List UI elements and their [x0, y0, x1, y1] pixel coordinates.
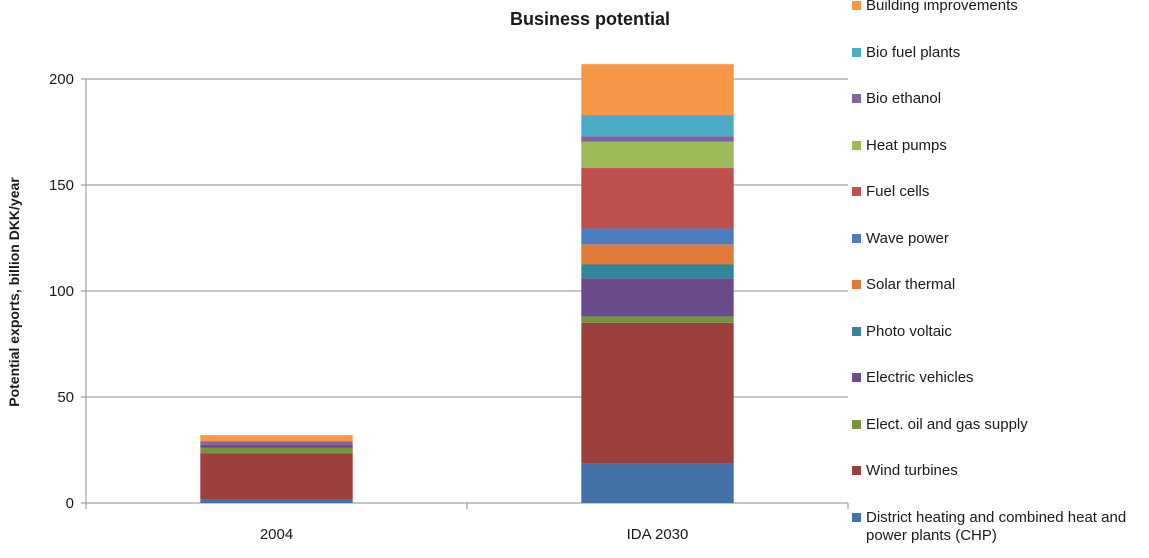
bar-segment	[581, 136, 734, 142]
y-tick-label: 50	[57, 389, 74, 406]
bar-segment	[581, 244, 734, 265]
legend-swatch	[852, 94, 861, 103]
bar-segment	[200, 453, 353, 500]
bar-segment	[581, 316, 734, 323]
bar-segment	[200, 441, 353, 445]
legend-label: District heating and combined heat and p…	[866, 508, 1127, 544]
legend-label: Wind turbines	[866, 462, 958, 479]
legend-item: Wind turbines	[852, 462, 1136, 480]
x-tick-label: 2004	[260, 526, 293, 543]
legend-label: Electric vehicles	[866, 369, 974, 386]
legend-swatch	[852, 512, 861, 522]
legend-swatch	[852, 373, 861, 382]
legend-swatch	[852, 187, 861, 196]
legend-item: Fuel cells	[852, 183, 1136, 201]
y-tick-label: 150	[49, 177, 74, 194]
legend-item: Wave power	[852, 230, 1136, 248]
legend-swatch	[852, 326, 861, 336]
x-tick-label: IDA 2030	[627, 526, 689, 543]
legend-item: Photo voltaic	[852, 323, 1136, 341]
legend-swatch	[852, 47, 861, 57]
bar-segment	[581, 463, 734, 503]
legend-item: Solar thermal	[852, 276, 1136, 294]
y-tick-label: 200	[49, 71, 74, 88]
chart-title: Business potential	[510, 9, 670, 29]
bar-segment	[200, 444, 353, 448]
bar-segment	[581, 264, 734, 279]
legend-swatch	[852, 140, 861, 150]
y-tick-label: 0	[66, 495, 74, 512]
bar-segment	[581, 168, 734, 229]
bar-segment	[200, 435, 353, 442]
legend-item: Electric vehicles	[852, 369, 1136, 387]
legend-item: Building improvements	[852, 0, 1136, 15]
legend-label: Bio fuel plants	[866, 43, 961, 61]
legend-item: Heat pumps	[852, 137, 1136, 155]
legend-swatch	[852, 233, 861, 243]
bar-segment	[581, 115, 734, 137]
legend-label: Fuel cells	[866, 183, 930, 200]
legend-swatch	[852, 466, 861, 475]
bar-segment	[200, 499, 353, 503]
grid-lines	[86, 78, 848, 398]
tick-labels: 0 50 100 150 200 2004 IDA 2030	[49, 71, 688, 543]
legend-item: Bio fuel plants	[852, 44, 1136, 62]
y-axis-label: Potential exports, billion DKK/year	[6, 177, 22, 407]
bar-segment	[581, 64, 734, 116]
y-tick-label: 100	[49, 283, 74, 300]
legend-swatch	[852, 280, 861, 289]
bars	[200, 64, 734, 503]
bar-segment	[200, 447, 353, 454]
bar-segment	[581, 278, 734, 317]
legend-label: Building improvements	[866, 0, 1018, 14]
legend-label: Bio ethanol	[866, 90, 942, 107]
bar-segment	[581, 141, 734, 169]
legend-label: Photo voltaic	[866, 322, 952, 340]
bar-segment	[581, 322, 734, 464]
legend-item: Bio ethanol	[852, 90, 1136, 108]
bar-segment	[581, 228, 734, 245]
chart-legend: Building improvements Bio fuel plants Bio …	[852, 0, 1149, 553]
legend-item: District heating and combined heat and p…	[852, 509, 1136, 545]
legend-item: Elect. oil and gas supply	[852, 416, 1136, 434]
legend-label: Wave power	[866, 229, 949, 247]
legend-swatch	[852, 1, 861, 10]
legend-label: Solar thermal	[866, 276, 956, 293]
legend-label: Elect. oil and gas supply	[866, 415, 1028, 433]
legend-swatch	[852, 419, 861, 429]
legend-label: Heat pumps	[866, 136, 947, 154]
